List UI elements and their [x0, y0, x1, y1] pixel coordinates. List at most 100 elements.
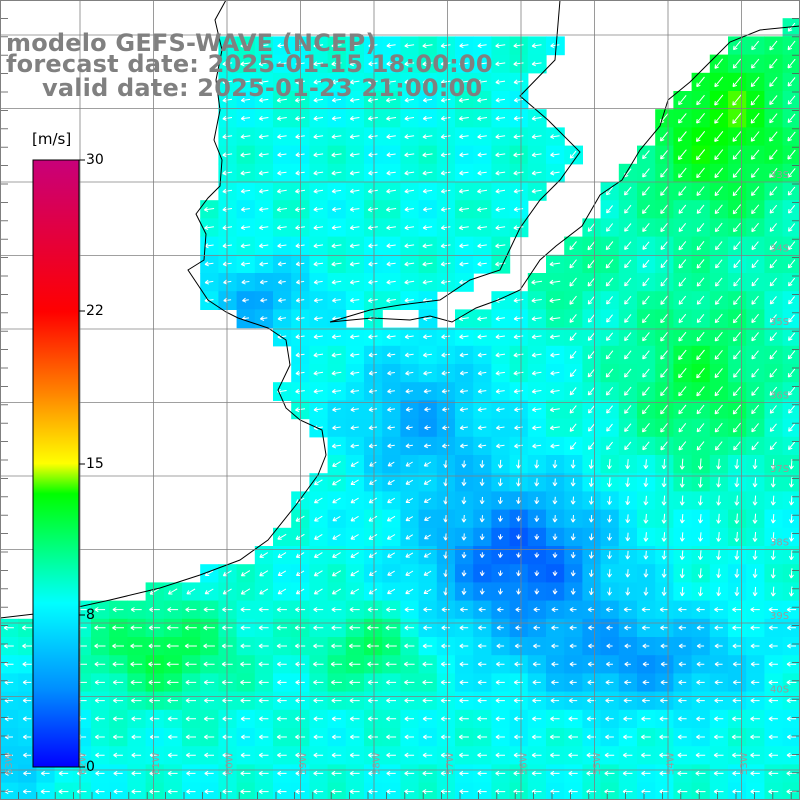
wind-arrow [277, 43, 287, 49]
wind-arrow [277, 570, 287, 576]
wind-arrow [516, 515, 522, 522]
wind-arrow [551, 625, 559, 631]
wind-arrow [496, 661, 505, 667]
wind-arrow [606, 205, 613, 214]
wind-arrow [714, 204, 723, 215]
wind-arrow [660, 422, 669, 433]
wind-arrow [423, 388, 432, 394]
wind-arrow [604, 770, 615, 776]
wind-arrow [113, 698, 124, 704]
wind-arrow [787, 241, 796, 251]
wind-arrow [422, 206, 432, 212]
wind-arrow [330, 661, 343, 667]
wind-arrow [625, 550, 631, 560]
wind-arrow [166, 679, 179, 685]
wind-arrow [422, 679, 433, 685]
wind-arrow [495, 115, 506, 121]
speed-cell [382, 491, 401, 511]
wind-arrow [696, 240, 705, 251]
wind-arrow [643, 532, 649, 542]
wind-arrow [770, 586, 776, 597]
speed-cell [655, 127, 674, 147]
speed-cell [637, 327, 656, 347]
wind-arrow [331, 588, 342, 595]
wind-arrow [259, 570, 269, 577]
speed-cell [145, 582, 165, 602]
wind-arrow [240, 661, 251, 667]
wind-arrow [513, 225, 524, 231]
wind-arrow [678, 113, 687, 124]
wind-arrow [422, 97, 433, 103]
wind-arrow [695, 789, 706, 795]
wind-arrow [696, 259, 705, 269]
wind-arrow [440, 170, 451, 176]
wind-arrow [643, 513, 649, 524]
wind-arrow [386, 116, 397, 121]
wind-arrow [588, 533, 594, 541]
wind-arrow [660, 222, 668, 233]
speed-cell [600, 273, 620, 292]
speed-cell [582, 291, 602, 310]
wind-arrow [569, 423, 577, 432]
speed-cell [364, 527, 383, 547]
wind-arrow [750, 76, 760, 88]
wind-arrow [696, 76, 705, 88]
coastline-north [329, 0, 800, 323]
wind-arrow [714, 698, 723, 704]
wind-arrow [551, 661, 559, 667]
speed-cell [746, 218, 765, 238]
wind-arrow [643, 550, 649, 560]
wind-arrow [404, 115, 415, 121]
speed-cell [600, 382, 620, 401]
speed-cell [764, 291, 784, 310]
speed-cell [728, 163, 747, 183]
speed-cell [618, 327, 638, 347]
wind-arrow [788, 223, 796, 232]
wind-arrow [331, 43, 342, 49]
wind-arrow [477, 225, 488, 231]
speed-cell [655, 327, 674, 347]
wind-arrow [752, 513, 758, 524]
wind-arrow [552, 478, 558, 487]
speed-cell [618, 291, 638, 310]
wind-arrow [531, 352, 542, 358]
wind-arrow [22, 734, 32, 740]
wind-arrow [276, 625, 287, 631]
wind-arrow [550, 752, 560, 758]
wind-arrow [659, 607, 669, 613]
wind-arrow [495, 388, 505, 394]
speed-cell [691, 309, 711, 329]
wind-arrow [405, 534, 414, 540]
wind-arrow [787, 186, 796, 196]
wind-arrow [588, 569, 594, 577]
wind-arrow [714, 313, 723, 324]
speed-cell [200, 564, 219, 583]
wind-arrow [752, 550, 758, 560]
wind-arrow [624, 405, 632, 414]
wind-arrow [240, 789, 251, 795]
wind-arrow [660, 241, 668, 250]
wind-arrow [570, 570, 576, 577]
wind-arrow [641, 789, 651, 795]
wind-arrow [531, 188, 542, 194]
speed-cell [582, 327, 602, 347]
wind-arrow [240, 43, 251, 49]
wind-arrow [404, 334, 414, 340]
wind-arrow [459, 370, 468, 376]
wind-arrow [349, 770, 360, 776]
speed-cell [691, 400, 711, 420]
wind-arrow [422, 752, 433, 758]
wind-arrow [570, 478, 576, 487]
speed-cell [746, 309, 765, 329]
wind-arrow [276, 643, 287, 649]
wind-arrow [786, 661, 797, 667]
wind-arrow [533, 643, 541, 649]
wind-arrow [624, 223, 632, 232]
wind-arrow [733, 259, 741, 269]
wind-arrow [751, 241, 759, 251]
speed-cell [673, 291, 693, 310]
wind-arrow [149, 734, 160, 740]
wind-arrow [660, 186, 669, 196]
